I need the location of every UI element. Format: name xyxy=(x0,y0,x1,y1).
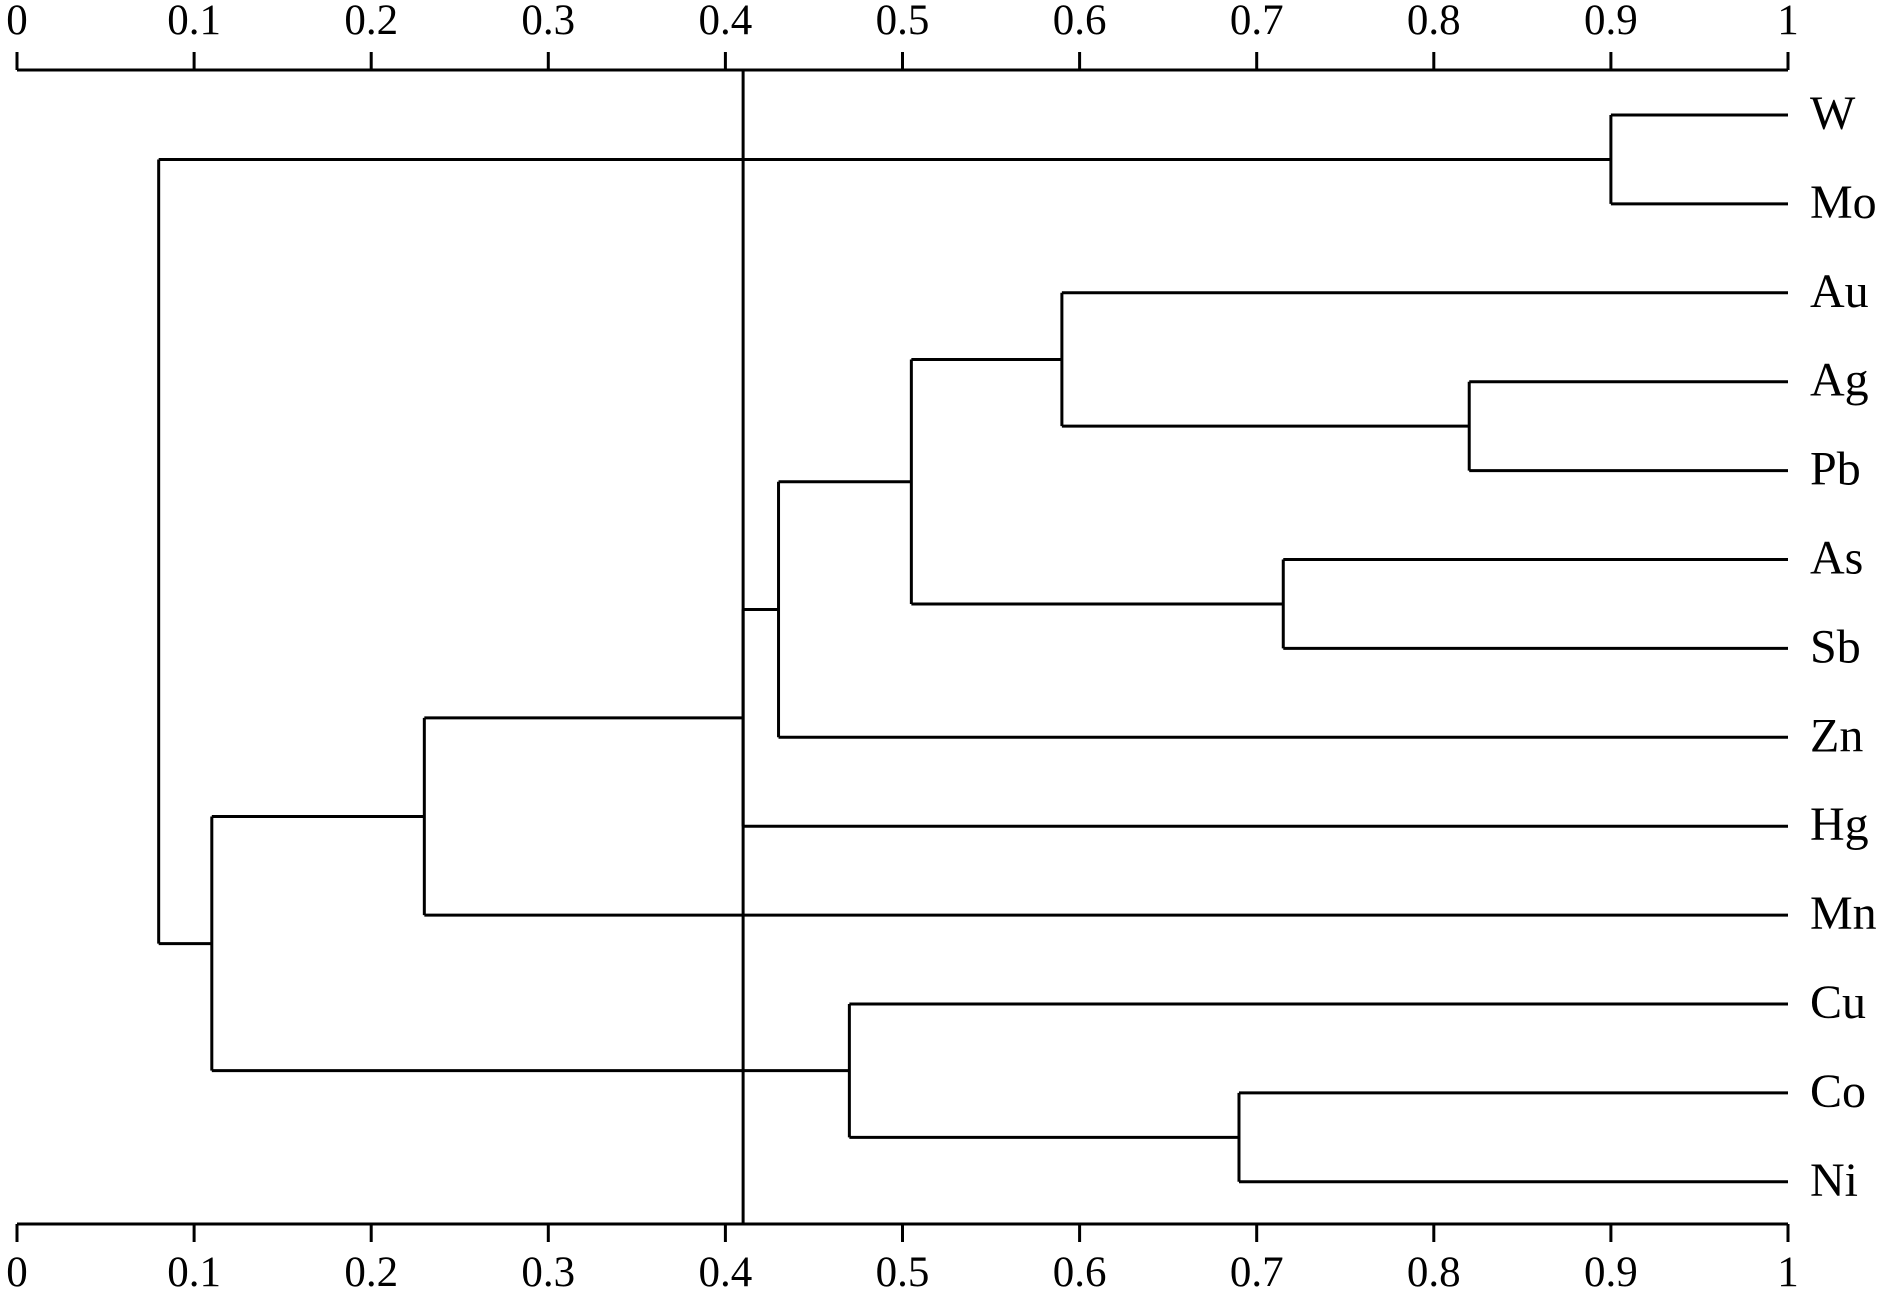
top-tick-label: 0.9 xyxy=(1584,0,1638,44)
top-tick-label: 0.6 xyxy=(1053,0,1107,44)
leaf-label: Pb xyxy=(1810,443,1861,496)
bottom-tick-label: 0.3 xyxy=(521,1249,575,1296)
leaf-label: Mn xyxy=(1810,887,1877,940)
bottom-tick-label: 0.9 xyxy=(1584,1249,1638,1296)
bottom-tick-label: 0 xyxy=(6,1249,28,1296)
leaf-label: Hg xyxy=(1810,798,1869,851)
leaf-label: Zn xyxy=(1810,709,1863,762)
top-tick-label: 0.2 xyxy=(344,0,398,44)
leaf-label: Co xyxy=(1810,1065,1866,1118)
leaf-label: Mo xyxy=(1810,176,1877,229)
bottom-tick-label: 1 xyxy=(1777,1249,1799,1296)
top-tick-label: 0.8 xyxy=(1407,0,1461,44)
top-tick-label: 0 xyxy=(6,0,28,44)
leaf-label: Sb xyxy=(1810,620,1861,673)
leaf-label: Au xyxy=(1810,265,1869,318)
bottom-tick-label: 0.5 xyxy=(876,1249,930,1296)
leaf-label: As xyxy=(1810,532,1863,585)
bottom-tick-label: 0.1 xyxy=(167,1249,221,1296)
bottom-tick-label: 0.8 xyxy=(1407,1249,1461,1296)
leaf-label: Ag xyxy=(1810,354,1869,407)
bottom-tick-label: 0.7 xyxy=(1230,1249,1284,1296)
top-tick-label: 0.3 xyxy=(521,0,575,44)
bottom-tick-label: 0.2 xyxy=(344,1249,398,1296)
top-tick-label: 1 xyxy=(1777,0,1799,44)
bottom-tick-label: 0.6 xyxy=(1053,1249,1107,1296)
top-tick-label: 0.7 xyxy=(1230,0,1284,44)
top-tick-label: 0.5 xyxy=(876,0,930,44)
leaf-label: Cu xyxy=(1810,976,1866,1029)
leaf-label: Ni xyxy=(1810,1154,1858,1207)
top-tick-label: 0.1 xyxy=(167,0,221,44)
leaf-label: W xyxy=(1810,87,1856,140)
bottom-tick-label: 0.4 xyxy=(699,1249,753,1296)
top-tick-label: 0.4 xyxy=(699,0,753,44)
